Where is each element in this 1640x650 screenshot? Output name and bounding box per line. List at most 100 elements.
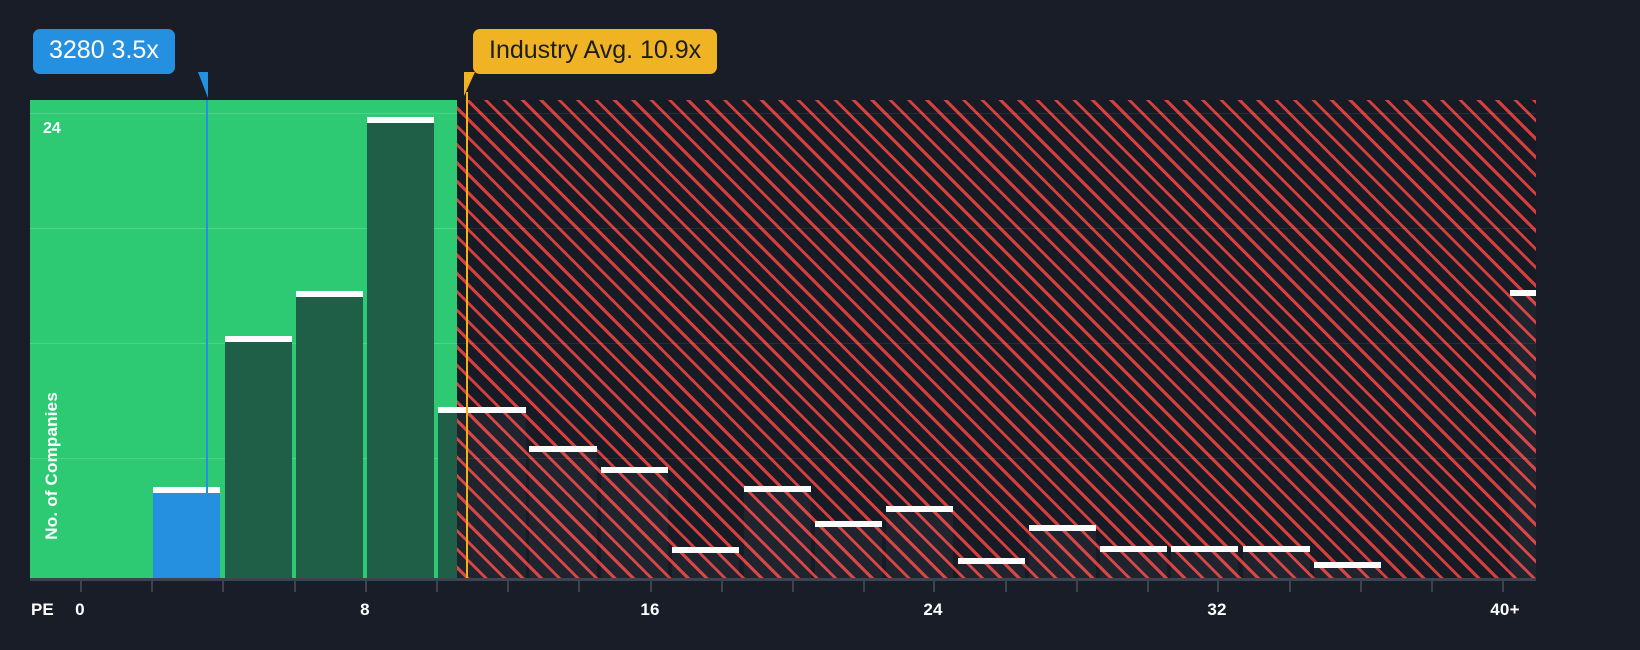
x-tick-40 (1502, 581, 1504, 592)
bar-body (744, 492, 811, 578)
y-axis-top-gridline-label: 24 (43, 120, 61, 137)
overvalued-zone (457, 100, 1536, 578)
bar-30-32[interactable] (1171, 546, 1238, 578)
bar-cap (1314, 562, 1381, 568)
bar-cap (1029, 525, 1096, 531)
x-tick-32 (1217, 581, 1219, 592)
x-tick-label-16: 16 (640, 600, 660, 619)
bar-10-12[interactable] (457, 407, 526, 578)
bar-body (153, 493, 220, 578)
x-tick-22 (863, 581, 865, 592)
undervalued-zone (30, 100, 457, 578)
bar-cap (1243, 546, 1310, 552)
x-axis-title: PE (31, 600, 54, 619)
x-tick-30 (1147, 581, 1149, 592)
bar-body (1314, 568, 1381, 578)
bar-body (438, 413, 457, 578)
bar-2-4[interactable] (153, 487, 220, 578)
bar-24-26[interactable] (958, 558, 1025, 578)
bar-body (672, 553, 739, 578)
x-tick-16 (650, 581, 652, 592)
bar-cap (1100, 546, 1167, 552)
bar-cap (744, 486, 811, 492)
bar-cap (1510, 290, 1536, 296)
bar-32-34[interactable] (1243, 546, 1310, 578)
bar-8-10[interactable] (367, 117, 434, 578)
bar-cap (601, 467, 668, 473)
bar-body (1243, 552, 1310, 578)
company-marker-line (206, 100, 208, 578)
bar-cap (438, 407, 457, 413)
company-tooltip-tail (198, 72, 208, 98)
bar-body (296, 297, 363, 578)
x-tick-14 (578, 581, 580, 592)
x-tick-28 (1076, 581, 1078, 592)
bar-cap (367, 117, 434, 123)
bar-body (225, 342, 292, 578)
x-tick-20 (792, 581, 794, 592)
bar-18-20[interactable] (744, 486, 811, 578)
bar-cap (529, 446, 597, 452)
bar-cap (958, 558, 1025, 564)
bar-cap (815, 521, 882, 527)
company-pe-tooltip[interactable]: 3280 3.5x (33, 29, 175, 74)
x-tick-12 (507, 581, 509, 592)
bar-body (457, 413, 526, 578)
bar-cap (457, 407, 526, 413)
bar-body (1100, 552, 1167, 578)
x-tick-8 (365, 581, 367, 592)
bar-22-24[interactable] (886, 506, 953, 578)
bar-body (1171, 552, 1238, 578)
bar-cap (225, 336, 292, 342)
x-tick-label-24: 24 (923, 600, 943, 619)
gridline-18 (457, 228, 1536, 229)
bar-20-22[interactable] (815, 521, 882, 578)
hatch-pattern (457, 100, 1536, 578)
x-tick-label-40: 40+ (1490, 600, 1520, 619)
x-tick-18 (721, 581, 723, 592)
bar-body (886, 512, 953, 578)
industry-avg-tooltip[interactable]: Industry Avg. 10.9x (473, 29, 718, 74)
bar-28-30[interactable] (1100, 546, 1167, 578)
bar-body (1029, 531, 1096, 578)
bar-body (1510, 296, 1536, 578)
x-tick-label-0: 0 (75, 600, 85, 619)
bar-12-14[interactable] (529, 446, 597, 578)
industry-tooltip-tail (464, 72, 475, 96)
gridline-6 (457, 458, 1536, 459)
bar-16-18[interactable] (672, 547, 739, 578)
bar-14-16[interactable] (601, 467, 668, 578)
bar-cap (296, 291, 363, 297)
bar-body (529, 452, 597, 578)
x-tick-26 (1005, 581, 1007, 592)
bar-10-12-left-part[interactable] (438, 407, 457, 578)
bar-cap (153, 487, 220, 493)
x-tick-4 (222, 581, 224, 592)
bar-cap (672, 547, 739, 553)
bar-body (815, 527, 882, 578)
x-tick-36 (1360, 581, 1362, 592)
x-tick-6 (294, 581, 296, 592)
x-axis-line (30, 578, 1536, 581)
bar-body (601, 473, 668, 578)
gridline-24 (457, 113, 1536, 114)
x-tick-label-8: 8 (360, 600, 370, 619)
bar-34-36[interactable] (1314, 562, 1381, 578)
x-tick-38 (1431, 581, 1433, 592)
gridline-18 (30, 228, 457, 229)
x-tick-24 (933, 581, 935, 592)
x-tick-2 (151, 581, 153, 592)
x-tick-0 (80, 581, 82, 592)
x-tick-10 (436, 581, 438, 592)
y-axis-title: No. of Companies (42, 392, 61, 540)
gridline-12 (457, 343, 1536, 344)
bar-body (367, 123, 434, 578)
bar-26-28[interactable] (1029, 525, 1096, 578)
bar-cap (886, 506, 953, 512)
bar-6-8[interactable] (296, 291, 363, 578)
x-tick-34 (1289, 581, 1291, 592)
bar-4-6[interactable] (225, 336, 292, 578)
gridline-24 (30, 113, 457, 114)
bar-40-plus[interactable] (1510, 290, 1536, 578)
